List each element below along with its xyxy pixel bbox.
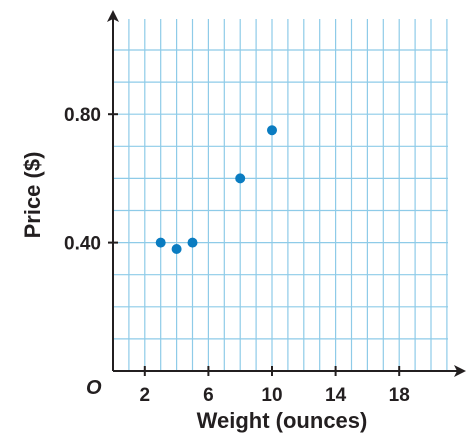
y-axis-title: Price ($) <box>20 152 45 239</box>
x-tick-label: 14 <box>325 385 347 406</box>
x-tick-label: 10 <box>261 385 282 406</box>
origin-label: O <box>86 377 102 399</box>
data-points <box>155 125 277 255</box>
y-tick-label: 0.80 <box>64 105 101 126</box>
y-axis-arrow <box>107 10 119 22</box>
data-point <box>171 244 182 255</box>
data-point <box>187 237 198 248</box>
grid <box>113 19 448 371</box>
data-point <box>267 125 277 136</box>
x-axis-arrow <box>454 365 466 377</box>
x-axis-title: Weight (ounces) <box>197 408 368 433</box>
data-point <box>235 173 246 184</box>
x-tick-label: 6 <box>203 385 214 406</box>
x-tick-label: 2 <box>140 385 151 406</box>
axes <box>107 10 466 377</box>
y-tick-label: 0.40 <box>64 234 101 255</box>
x-tick-label: 18 <box>389 385 410 406</box>
data-point <box>155 237 166 248</box>
